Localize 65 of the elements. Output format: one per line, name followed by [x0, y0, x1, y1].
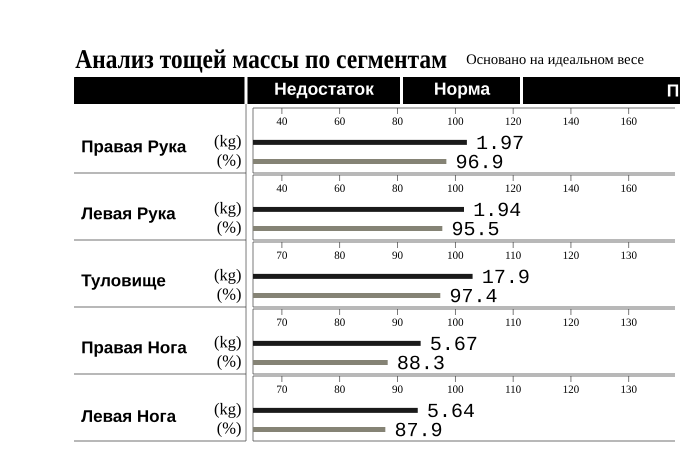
y-tick-label: (%): [217, 154, 241, 170]
y-tick-label: (kg): [214, 202, 241, 217]
x-tick-label: 90: [392, 252, 403, 259]
x-tick-label: 160: [621, 184, 637, 192]
x-tick-label: 40: [276, 184, 287, 192]
annotation: 1.94: [474, 202, 520, 216]
x-tick-label: 70: [277, 318, 287, 326]
text: Норма: [435, 82, 490, 98]
x-tick-label: 130: [621, 318, 637, 326]
annotation: 5.64: [428, 404, 474, 418]
x-tick-label: 80: [334, 252, 345, 259]
x-tick-label: 120: [564, 386, 579, 393]
chart-title: Правая Нога: [82, 342, 187, 357]
x-tick-label: 120: [506, 184, 521, 192]
x-tick-label: 110: [506, 386, 521, 393]
y-tick-label: (%): [217, 221, 241, 236]
chart-title: Туловище: [81, 274, 166, 290]
x-tick-label: 130: [621, 252, 637, 259]
data-label: 97.4: [450, 288, 496, 302]
y-tick-label: (kg): [214, 336, 241, 351]
x-tick-label: 100: [448, 318, 464, 326]
annotation: 5.67: [431, 336, 476, 350]
x-tick-label: 110: [506, 318, 521, 326]
x-tick-label: 40: [276, 118, 287, 125]
text: Анализ тощей массы по сегментам: [75, 49, 446, 73]
annotation: 1.97: [478, 136, 523, 150]
x-tick-label: 120: [506, 118, 521, 125]
y-tick-label: (kg): [214, 134, 241, 150]
x-tick-label: 100: [448, 118, 464, 125]
x-tick-label: 160: [621, 118, 637, 125]
text: Основано на идеальном весе: [466, 54, 644, 67]
x-tick-label: 100: [448, 252, 464, 259]
x-tick-label: 130: [621, 386, 637, 393]
x-tick-label: 70: [277, 386, 287, 393]
x-tick-label: 90: [392, 318, 403, 326]
y-tick-label: (kg): [214, 402, 241, 418]
data-label: 88.3: [398, 356, 444, 370]
x-tick-label: 70: [277, 252, 287, 259]
y-tick-label: (kg): [214, 268, 241, 284]
x-tick-label: 60: [334, 184, 345, 192]
data-label: 96.9: [456, 154, 502, 168]
y-tick-label: (%): [217, 422, 241, 437]
y-tick-label: (%): [217, 288, 241, 304]
x-tick-label: 110: [506, 252, 521, 259]
x-tick-label: 60: [334, 118, 345, 125]
x-tick-label: 80: [392, 184, 403, 192]
x-tick-label: 120: [564, 252, 579, 259]
x-tick-label: 80: [392, 118, 403, 125]
x-tick-label: 100: [448, 386, 464, 393]
chart-title: Правая Рука: [82, 140, 186, 156]
annotation: 17.9: [483, 270, 528, 284]
x-tick-label: 120: [564, 318, 579, 326]
x-tick-label: 100: [448, 184, 464, 192]
chart-title: Левая Нога: [81, 410, 176, 422]
x-tick-label: 80: [334, 318, 345, 326]
y-tick-label: (%): [217, 355, 241, 370]
x-tick-label: 80: [334, 386, 345, 393]
chart-title: Левая Рука: [81, 208, 176, 223]
data-label: 95.5: [452, 222, 498, 236]
x-tick-label: 140: [564, 118, 579, 125]
x-tick-label: 140: [564, 184, 579, 192]
text: П: [668, 84, 678, 97]
text: Недостаток: [275, 82, 374, 98]
x-tick-label: 90: [392, 386, 403, 393]
data-label: 87.9: [396, 422, 442, 436]
